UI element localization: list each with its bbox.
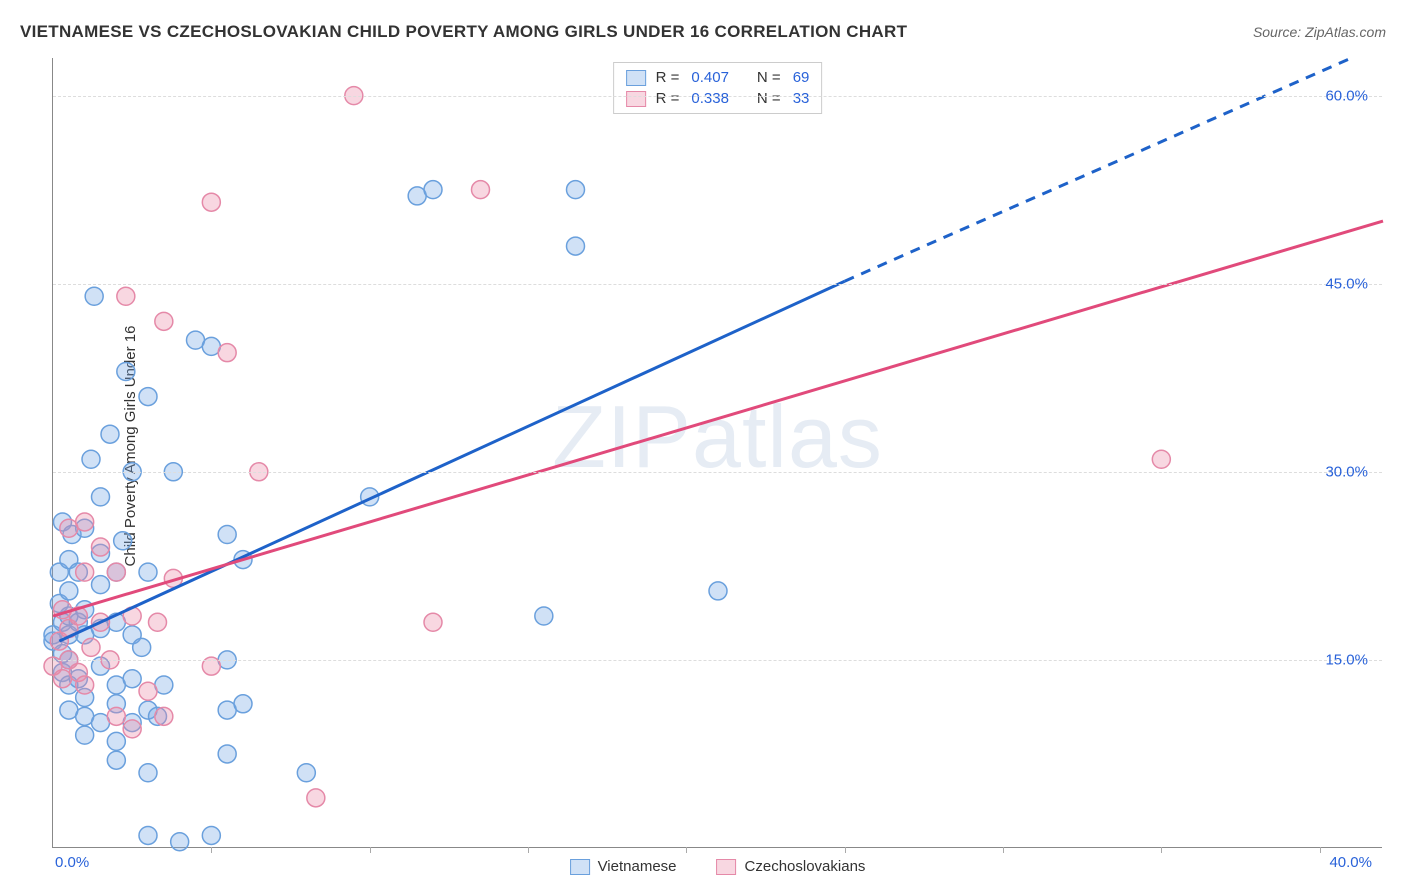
scatter-point (92, 488, 110, 506)
chart-title: VIETNAMESE VS CZECHOSLOVAKIAN CHILD POVE… (20, 22, 907, 42)
scatter-point (107, 732, 125, 750)
scatter-point (171, 833, 189, 851)
legend-r-label: R = (656, 90, 680, 107)
legend-n-label: N = (757, 90, 781, 107)
x-minor-tick (686, 847, 687, 853)
legend-swatch (717, 859, 737, 875)
scatter-point (123, 720, 141, 738)
y-tick-label: 15.0% (1325, 651, 1368, 668)
scatter-point (76, 563, 94, 581)
legend-series: Vietnamese Czechoslovakians (570, 858, 866, 875)
x-minor-tick (528, 847, 529, 853)
gridline-h (53, 284, 1382, 285)
scatter-point (234, 695, 252, 713)
scatter-point (297, 764, 315, 782)
scatter-point (82, 450, 100, 468)
legend-r-label: R = (656, 69, 680, 86)
x-tick-label-max: 40.0% (1329, 854, 1372, 871)
legend-correlation-row: R = 0.338 N = 33 (626, 88, 810, 109)
scatter-point (107, 751, 125, 769)
gridline-h (53, 660, 1382, 661)
scatter-point (101, 425, 119, 443)
scatter-point (139, 388, 157, 406)
scatter-point (139, 563, 157, 581)
scatter-point (202, 826, 220, 844)
x-minor-tick (845, 847, 846, 853)
scatter-point (133, 638, 151, 656)
legend-series-item: Vietnamese (570, 858, 677, 875)
gridline-h (53, 472, 1382, 473)
scatter-point (123, 670, 141, 688)
scatter-point (567, 181, 585, 199)
y-tick-label: 60.0% (1325, 87, 1368, 104)
legend-correlation: R = 0.407 N = 69 R = 0.338 N = 33 (613, 62, 823, 114)
scatter-point (567, 237, 585, 255)
scatter-point (424, 613, 442, 631)
legend-r-value: 0.338 (691, 90, 729, 107)
x-tick-label-origin: 0.0% (55, 854, 89, 871)
legend-r-value: 0.407 (691, 69, 729, 86)
scatter-point (82, 638, 100, 656)
x-minor-tick (211, 847, 212, 853)
regression-line (53, 221, 1383, 616)
scatter-point (424, 181, 442, 199)
scatter-point (92, 538, 110, 556)
y-tick-label: 30.0% (1325, 463, 1368, 480)
legend-n-value: 33 (793, 90, 810, 107)
chart-svg (53, 58, 1382, 847)
scatter-point (218, 526, 236, 544)
scatter-point (307, 789, 325, 807)
x-minor-tick (370, 847, 371, 853)
legend-correlation-row: R = 0.407 N = 69 (626, 67, 810, 88)
legend-series-label: Czechoslovakians (745, 858, 866, 875)
scatter-point (107, 707, 125, 725)
legend-n-label: N = (757, 69, 781, 86)
scatter-point (117, 362, 135, 380)
x-minor-tick (1161, 847, 1162, 853)
regression-line-dashed (845, 58, 1352, 281)
y-tick-label: 45.0% (1325, 275, 1368, 292)
chart-source: Source: ZipAtlas.com (1253, 24, 1386, 40)
scatter-point (155, 312, 173, 330)
legend-series-item: Czechoslovakians (717, 858, 866, 875)
scatter-point (709, 582, 727, 600)
scatter-point (202, 193, 220, 211)
x-minor-tick (1320, 847, 1321, 853)
scatter-point (139, 764, 157, 782)
scatter-point (218, 745, 236, 763)
scatter-point (85, 287, 103, 305)
scatter-point (139, 682, 157, 700)
scatter-point (1152, 450, 1170, 468)
scatter-point (149, 613, 167, 631)
scatter-point (60, 582, 78, 600)
legend-n-value: 69 (793, 69, 810, 86)
scatter-point (472, 181, 490, 199)
scatter-point (155, 707, 173, 725)
scatter-point (76, 676, 94, 694)
scatter-point (535, 607, 553, 625)
scatter-point (107, 563, 125, 581)
x-minor-tick (1003, 847, 1004, 853)
scatter-point (76, 513, 94, 531)
legend-swatch (626, 91, 646, 107)
legend-swatch (570, 859, 590, 875)
scatter-point (114, 532, 132, 550)
gridline-h (53, 96, 1382, 97)
chart-header: VIETNAMESE VS CZECHOSLOVAKIAN CHILD POVE… (20, 22, 1386, 42)
scatter-point (76, 726, 94, 744)
legend-swatch (626, 70, 646, 86)
scatter-point (92, 576, 110, 594)
legend-series-label: Vietnamese (598, 858, 677, 875)
scatter-point (139, 826, 157, 844)
plot-area: ZIPatlas R =0.407N =69R =0.338N =33 Viet… (52, 58, 1382, 848)
scatter-point (218, 344, 236, 362)
scatter-point (117, 287, 135, 305)
